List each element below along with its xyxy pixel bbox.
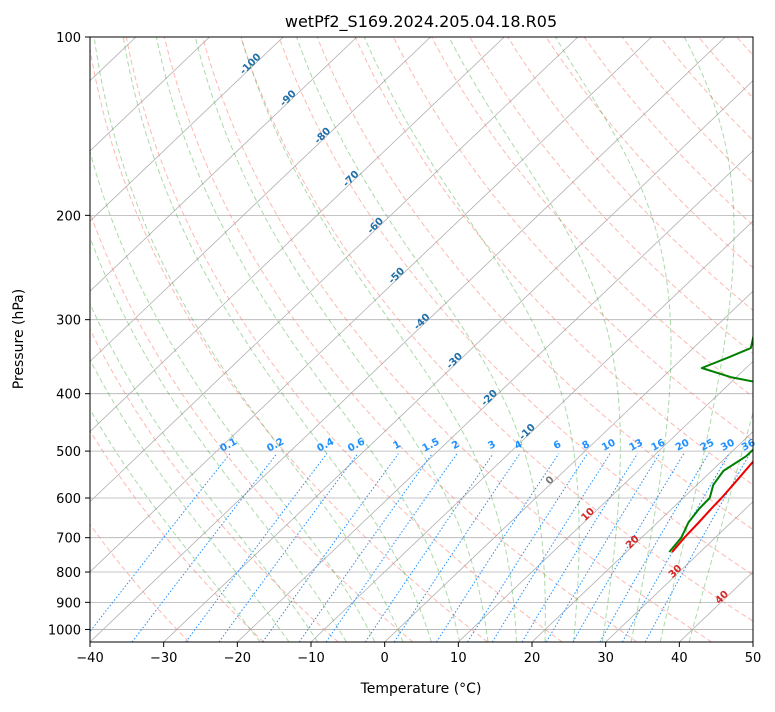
- y-axis-title: Pressure (hPa): [11, 289, 27, 389]
- y-tick-label: 300: [56, 314, 81, 329]
- x-tick-label: 10: [450, 651, 467, 666]
- y-tick-label: 700: [56, 532, 81, 547]
- x-tick-label: 50: [745, 651, 762, 666]
- x-axis-title: Temperature (°C): [360, 681, 482, 697]
- x-tick-label: −20: [224, 651, 251, 666]
- y-tick-label: 200: [56, 209, 81, 224]
- chart-title: wetPf2_S169.2024.205.04.18.R05: [285, 12, 557, 32]
- x-tick-label: 0: [381, 651, 389, 666]
- y-tick-label: 100: [56, 31, 81, 46]
- x-tick-label: 40: [671, 651, 688, 666]
- x-tick-label: −10: [297, 651, 324, 666]
- y-tick-label: 900: [56, 596, 81, 611]
- y-tick-label: 500: [56, 445, 81, 460]
- plot-area: [90, 37, 753, 642]
- y-tick-label: 1000: [48, 623, 81, 638]
- y-tick-label: 400: [56, 388, 81, 403]
- y-tick-label: 600: [56, 492, 81, 507]
- x-tick-label: 20: [524, 651, 541, 666]
- x-tick-label: 30: [597, 651, 614, 666]
- y-tick-label: 800: [56, 566, 81, 581]
- x-tick-label: −40: [76, 651, 103, 666]
- x-tick-label: −30: [150, 651, 177, 666]
